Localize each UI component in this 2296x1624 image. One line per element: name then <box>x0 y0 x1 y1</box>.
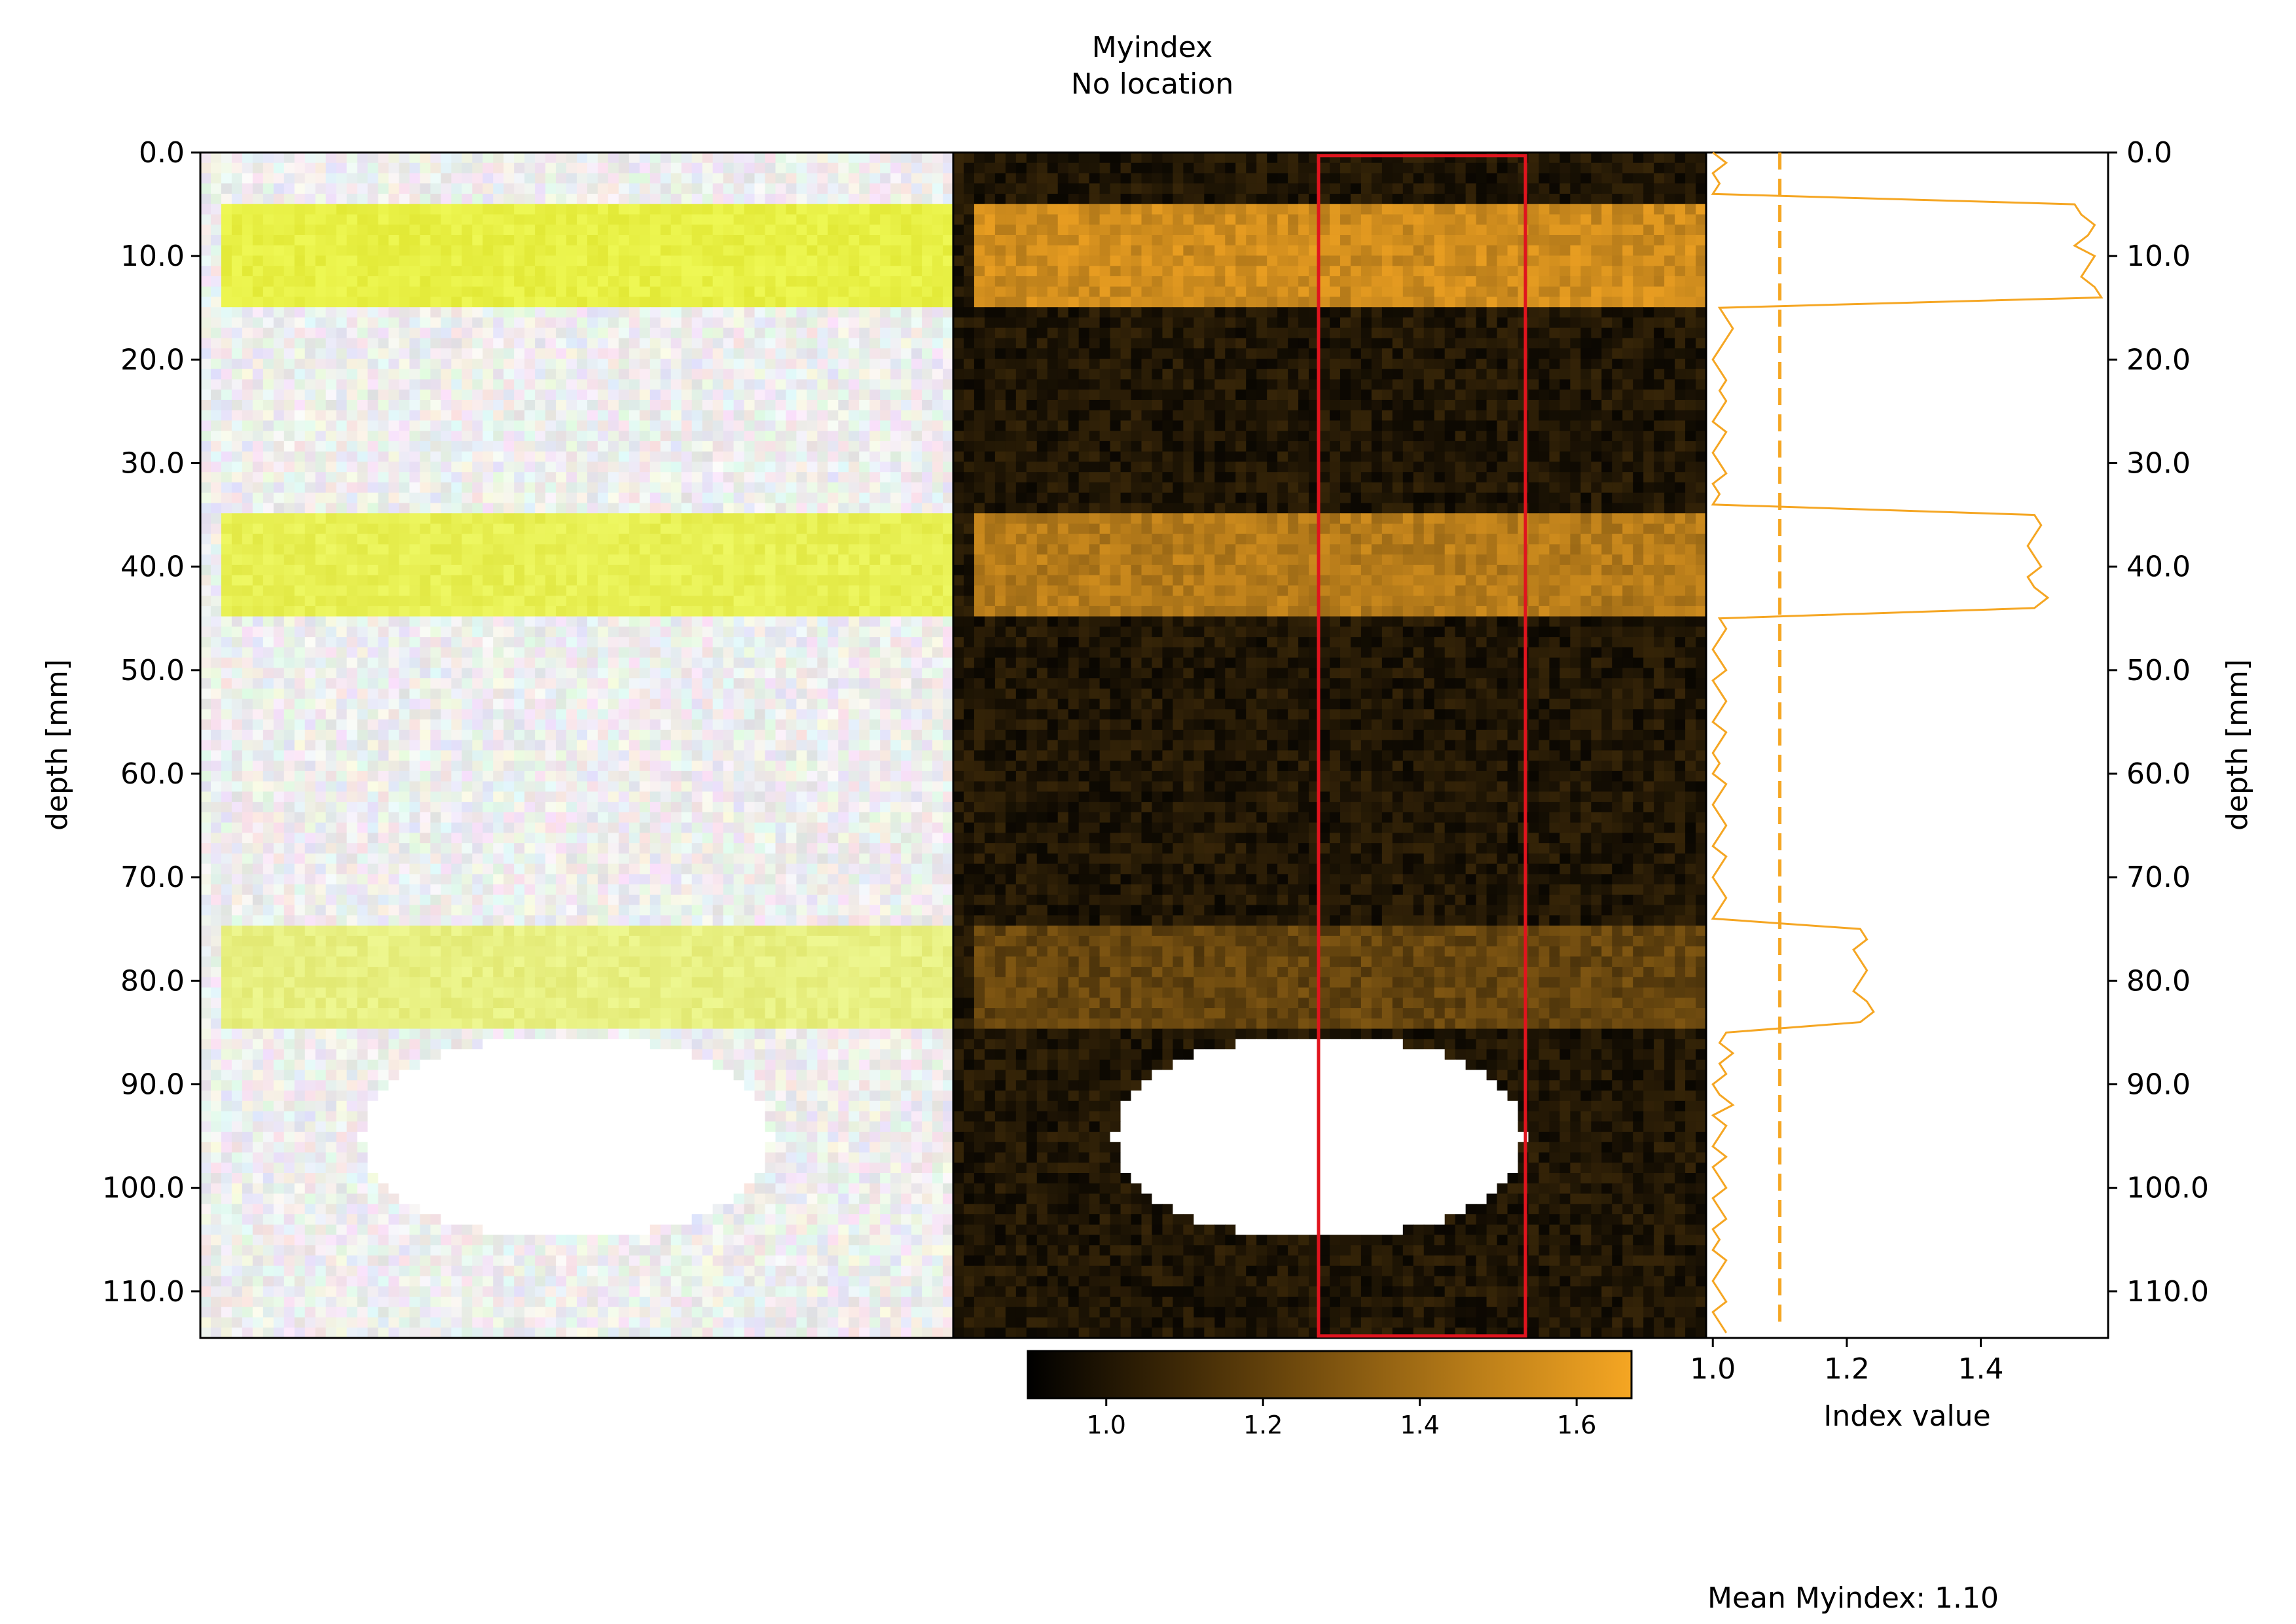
chart-subtitle: No location <box>1071 67 1233 101</box>
rgb-pixel-layer <box>200 153 954 1339</box>
colorbar-ticks: 1.0 1.2 1.4 1.6 <box>1087 1398 1596 1439</box>
right-tick-label: 90.0 <box>2126 1068 2191 1101</box>
colorbar-tick-label: 1.2 <box>1243 1411 1283 1439</box>
left-tick-label: 90.0 <box>120 1068 185 1101</box>
right-tick-label: 70.0 <box>2126 861 2191 894</box>
left-tick-label: 70.0 <box>120 861 185 894</box>
colorbar: 1.0 1.2 1.4 1.6 <box>1027 1350 1633 1439</box>
profile-x-tick-label: 1.2 <box>1824 1352 1870 1386</box>
chart-title: Myindex <box>1092 31 1212 64</box>
profile-x-tick-label: 1.0 <box>1690 1352 1736 1386</box>
index-pixel-layer <box>953 153 1707 1339</box>
profile-panel-frame <box>1705 151 2109 1339</box>
left-tick-label: 30.0 <box>120 446 185 480</box>
right-tick-label: 30.0 <box>2126 446 2191 480</box>
left-tick-label: 80.0 <box>120 964 185 998</box>
right-tick-label: 80.0 <box>2126 964 2191 998</box>
index-profile-line <box>1711 151 2104 1333</box>
profile-panel <box>1705 151 2109 1339</box>
right-tick-label: 40.0 <box>2126 550 2191 584</box>
colorbar-tick-label: 1.0 <box>1087 1411 1126 1439</box>
left-tick-label: 50.0 <box>120 654 185 687</box>
left-tick-label: 0.0 <box>139 136 185 170</box>
right-tick-label: 100.0 <box>2126 1172 2209 1205</box>
right-ylabel: depth [mm] <box>2221 659 2254 831</box>
right-tick-label: 60.0 <box>2126 757 2191 791</box>
right-tick-label: 50.0 <box>2126 654 2191 687</box>
index-map-panel <box>952 151 1707 1339</box>
left-tick-label: 110.0 <box>102 1275 185 1308</box>
colorbar-gradient <box>1027 1350 1633 1399</box>
right-tick-label: 10.0 <box>2126 240 2191 273</box>
right-tick-label: 110.0 <box>2126 1275 2209 1308</box>
left-depth-axis: 0.0 10.0 20.0 30.0 40.0 50.0 60.0 70.0 80.0 90.0 1… <box>102 136 200 1308</box>
profile-x-tick-label: 1.4 <box>1958 1352 2004 1386</box>
left-ylabel: depth [mm] <box>41 659 74 831</box>
colorbar-tick-label: 1.6 <box>1557 1411 1596 1439</box>
left-tick-label: 20.0 <box>120 343 185 376</box>
left-tick-label: 60.0 <box>120 757 185 791</box>
roi-rectangle[interactable] <box>1317 154 1527 1338</box>
left-tick-label: 40.0 <box>120 550 185 584</box>
right-tick-label: 0.0 <box>2126 136 2172 170</box>
colorbar-tick-label: 1.4 <box>1400 1411 1439 1439</box>
profile-x-axis: 1.0 1.2 1.4 <box>1690 1338 2004 1386</box>
profile-xlabel: Index value <box>1823 1399 1990 1433</box>
right-tick-label: 20.0 <box>2126 343 2191 376</box>
right-depth-axis: 0.0 10.0 20.0 30.0 40.0 50.0 60.0 70.0 80.0 90.0 1… <box>2108 136 2209 1308</box>
left-tick-label: 100.0 <box>102 1172 185 1205</box>
left-tick-label: 10.0 <box>120 240 185 273</box>
mean-index-text: Mean Myindex: 1.10 <box>1707 1581 1999 1615</box>
rgb-panel <box>199 151 955 1339</box>
